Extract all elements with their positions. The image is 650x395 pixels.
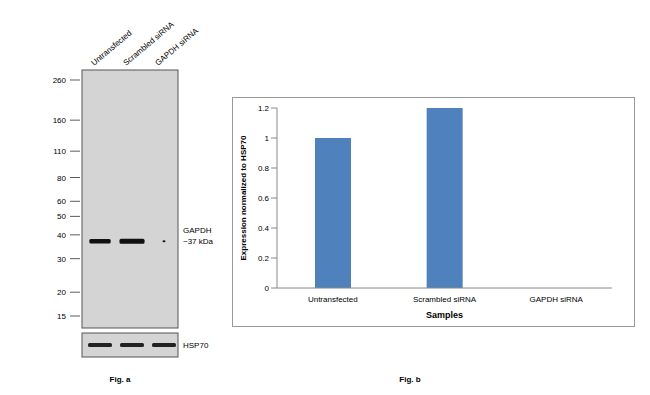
svg-text:Expression normalized to HSP70: Expression normalized to HSP70 (239, 135, 248, 260)
svg-text:1: 1 (265, 134, 270, 143)
svg-text:110: 110 (53, 147, 66, 156)
svg-text:15: 15 (57, 312, 66, 321)
svg-text:0.4: 0.4 (258, 224, 270, 233)
svg-text:260: 260 (53, 76, 67, 85)
svg-text:GAPDH siRNA: GAPDH siRNA (529, 295, 583, 304)
svg-text:60: 60 (57, 197, 66, 206)
svg-text:50: 50 (57, 212, 66, 221)
svg-text:0: 0 (265, 284, 270, 293)
svg-text:GAPDH: GAPDH (183, 226, 212, 235)
svg-text:0.6: 0.6 (258, 194, 270, 203)
svg-text:160: 160 (53, 116, 67, 125)
svg-text:0.2: 0.2 (258, 254, 270, 263)
svg-text:1.2: 1.2 (258, 104, 270, 113)
svg-text:80: 80 (57, 174, 66, 183)
svg-text:Untransfected: Untransfected (308, 295, 358, 304)
svg-text:40: 40 (57, 231, 66, 240)
svg-text:Scrambled siRNA: Scrambled siRNA (413, 295, 477, 304)
svg-text:~37 kDa: ~37 kDa (183, 237, 214, 246)
svg-text:Untransfected: Untransfected (89, 28, 134, 68)
svg-text:20: 20 (57, 288, 66, 297)
svg-text:HSP70: HSP70 (183, 341, 209, 350)
svg-text:0.8: 0.8 (258, 164, 270, 173)
svg-text:GAPDH siRNA: GAPDH siRNA (154, 26, 201, 68)
svg-text:Scrambled siRNA: Scrambled siRNA (122, 20, 177, 68)
svg-text:Fig. b: Fig. b (399, 375, 420, 384)
svg-text:Samples: Samples (426, 310, 463, 320)
svg-text:30: 30 (57, 255, 66, 264)
svg-text:Fig. a: Fig. a (110, 375, 131, 384)
